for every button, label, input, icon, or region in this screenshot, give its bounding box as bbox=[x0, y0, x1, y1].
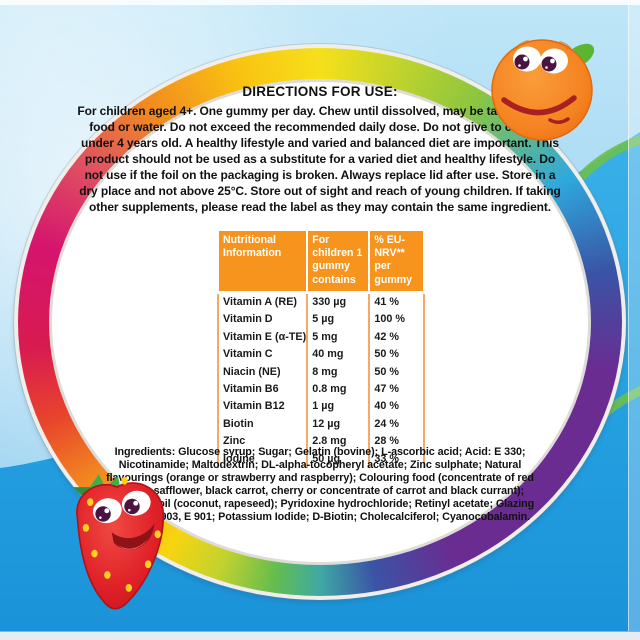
amount-cell: 50 µg bbox=[306, 450, 368, 468]
amount-cell: 8 mg bbox=[306, 363, 368, 381]
orange-eyes bbox=[513, 46, 568, 74]
table-row: Vitamin B6 0.8 mg 47 % bbox=[217, 380, 425, 399]
directions-text: For children aged 4+. One gummy per day.… bbox=[77, 104, 563, 214]
nrv-cell: 100 % bbox=[368, 311, 425, 329]
amount-cell: 1 µg bbox=[306, 398, 368, 416]
strawberry-mouth bbox=[111, 523, 155, 550]
ingredients-text: Ingredients: Glucose syrup; Sugar; Gelat… bbox=[100, 446, 540, 524]
nutrient-cell: Vitamin D bbox=[217, 311, 306, 329]
ingredients-body: Glucose syrup; Sugar; Gelatin (bovine); … bbox=[105, 446, 535, 523]
nutrient-cell: Niacin (NE) bbox=[217, 363, 306, 381]
nutrient-cell: Vitamin E (α-TE) bbox=[217, 328, 306, 347]
table-row: Vitamin E (α-TE) 5 mg 42 % bbox=[217, 328, 425, 347]
label-circle bbox=[52, 82, 588, 562]
nrv-cell: 40 % bbox=[368, 398, 425, 416]
nutrient-cell: Iodine bbox=[217, 450, 306, 468]
table-row: Vitamin B12 1 µg 40 % bbox=[217, 398, 425, 416]
nutrition-table: Nutritional Information For children 1 g… bbox=[217, 231, 425, 468]
amount-cell: 330 µg bbox=[306, 293, 368, 312]
nrv-cell: 41 % bbox=[368, 293, 425, 312]
header-nutritional-information: Nutritional Information bbox=[217, 231, 307, 294]
amount-cell: 5 mg bbox=[306, 328, 368, 347]
package-top-edge bbox=[0, 0, 640, 5]
orange-crease bbox=[559, 41, 572, 50]
directions-heading: DIRECTIONS FOR USE: bbox=[242, 84, 398, 99]
package-bottom-edge bbox=[0, 631, 640, 640]
strawberry-seeds bbox=[82, 476, 161, 592]
nutrient-cell: Vitamin B6 bbox=[217, 380, 306, 399]
nrv-cell: 42 % bbox=[368, 328, 425, 347]
table-row: Biotin 12 µg 24 % bbox=[217, 415, 425, 434]
package-right-edge bbox=[628, 0, 640, 640]
amount-cell: 5 µg bbox=[306, 311, 368, 329]
header-eu-nrv: % EU-NRV** per gummy bbox=[368, 231, 425, 294]
nrv-cell: 50 % bbox=[368, 363, 425, 381]
nutrient-cell: Vitamin B12 bbox=[217, 398, 306, 416]
table-row: Niacin (NE) 8 mg 50 % bbox=[217, 363, 425, 381]
strawberry-eyes bbox=[93, 490, 151, 524]
table-row: Iodine 50 µg 33 % bbox=[217, 450, 425, 468]
table-row: Vitamin D 5 µg 100 % bbox=[217, 311, 425, 329]
nutrient-cell: Vitamin C bbox=[217, 346, 306, 364]
orange-mascot bbox=[491, 39, 595, 141]
orange-crease bbox=[515, 40, 529, 49]
nrv-cell: 33 % bbox=[368, 450, 425, 468]
nrv-cell: 24 % bbox=[368, 415, 425, 434]
nrv-cell: 28 % bbox=[368, 433, 425, 451]
amount-cell: 2.8 mg bbox=[306, 433, 368, 451]
nutrient-cell: Zinc bbox=[217, 433, 306, 451]
orange-mouth bbox=[501, 95, 577, 124]
table-header-row: Nutritional Information For children 1 g… bbox=[217, 231, 425, 294]
nrv-cell: 47 % bbox=[368, 380, 425, 399]
table-row: Vitamin C 40 mg 50 % bbox=[217, 346, 425, 364]
table-row: Vitamin A (RE) 330 µg 41 % bbox=[217, 293, 425, 312]
amount-cell: 0.8 mg bbox=[306, 380, 368, 399]
amount-cell: 12 µg bbox=[306, 415, 368, 434]
strawberry-mascot bbox=[73, 474, 164, 610]
header-gummy-contains: For children 1 gummy contains bbox=[306, 231, 369, 294]
amount-cell: 40 mg bbox=[306, 346, 368, 364]
nutrient-cell: Biotin bbox=[217, 415, 306, 434]
table-row: Zinc 2.8 mg 28 % bbox=[217, 433, 425, 451]
nrv-cell: 50 % bbox=[368, 346, 425, 364]
ingredients-label: Ingredients: bbox=[114, 446, 176, 458]
nutrient-cell: Vitamin A (RE) bbox=[217, 293, 306, 312]
